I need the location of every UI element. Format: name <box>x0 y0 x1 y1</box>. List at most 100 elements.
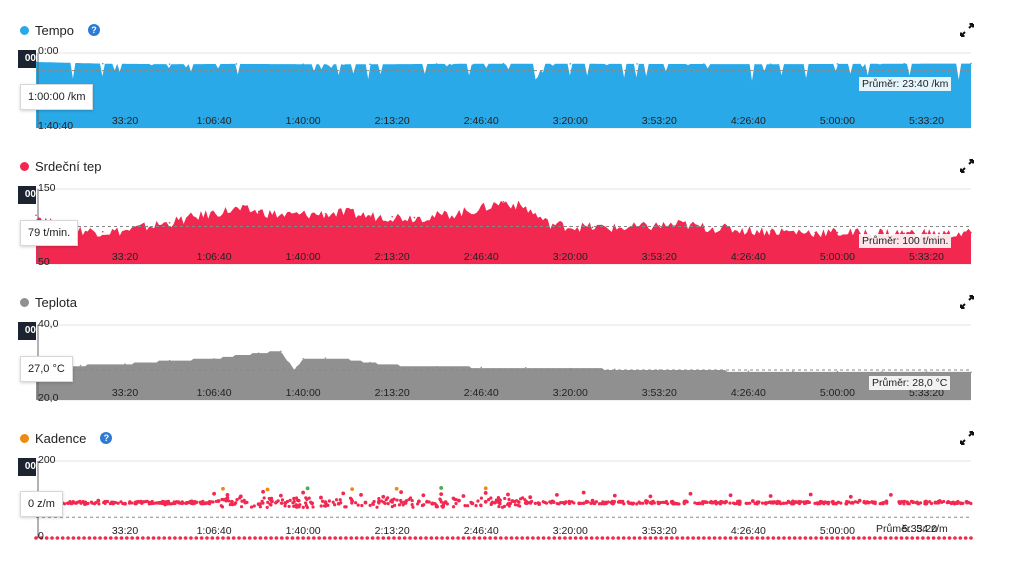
temp-x-tick-label: 2:13:20 <box>375 387 410 399</box>
cadence-point <box>399 490 403 495</box>
cadence-band-point <box>63 502 67 506</box>
hr-x-tick-label: 33:20 <box>112 251 138 263</box>
cadence-band-point <box>656 502 661 506</box>
cadence-point <box>648 494 653 499</box>
temperature-cursor-tooltip: 27,0 °C <box>20 356 73 382</box>
temperature-edge-badge: 00 <box>18 322 36 340</box>
hr-point <box>35 214 37 217</box>
cadence-baseline-point <box>525 536 530 540</box>
hr-point <box>191 216 193 219</box>
cadence-band-point <box>815 501 819 505</box>
cadence-baseline-point <box>851 536 856 540</box>
cadence-baseline-point <box>119 536 124 540</box>
cadence-baseline-point <box>579 536 583 540</box>
cadence-baseline-point <box>413 536 418 540</box>
cadence-legend-dot[interactable] <box>20 433 29 443</box>
hr-point <box>970 231 972 234</box>
cadence-band-point <box>536 501 540 505</box>
cadence-band-point <box>97 502 101 506</box>
cadence-baseline-point <box>328 536 332 540</box>
question-icon[interactable]: ? <box>100 432 113 444</box>
cadence-band-point <box>311 505 315 509</box>
cadence-baseline-point <box>873 536 877 540</box>
cadence-baseline-point <box>461 536 466 540</box>
cadence-band-point <box>292 496 296 500</box>
cadence-point <box>350 487 355 492</box>
cadence-band-point <box>224 499 228 503</box>
cadence-baseline-point <box>440 536 444 540</box>
cadence-baseline-point <box>776 536 781 540</box>
cadence-baseline-point <box>755 536 760 540</box>
cadence-band-point <box>604 501 608 506</box>
cadence-baseline-point <box>456 536 460 540</box>
cadence-baseline-point <box>905 536 909 540</box>
cadence-baseline-point <box>563 536 567 540</box>
cadence-band-point <box>331 500 335 504</box>
expand-icon[interactable] <box>960 23 974 37</box>
hr-point <box>524 206 527 209</box>
hr-x-tick-label: 2:46:40 <box>464 251 499 263</box>
cadence-band-point <box>304 501 308 505</box>
cadence-baseline-point <box>942 536 947 540</box>
temperature-chart[interactable]: 33:20 1:06:40 1:40:00 2:13:20 2:46:40 3:20:00… <box>0 292 1010 404</box>
cadence-band-point <box>71 500 75 504</box>
expand-icon[interactable] <box>960 431 974 445</box>
tempo-legend-dot[interactable] <box>20 25 29 35</box>
cadence-baseline-point <box>664 536 669 540</box>
cadence-band-point <box>292 504 296 508</box>
cadence-band-point <box>572 501 576 505</box>
cadence-baseline-point <box>680 536 685 540</box>
cadence-point <box>381 494 386 499</box>
cadence-baseline-point <box>194 536 199 540</box>
cadence-band-point <box>701 500 705 505</box>
temperature-legend-dot[interactable] <box>20 297 29 307</box>
cadence-baseline-point <box>114 536 118 540</box>
cadence-baseline-point <box>71 536 76 540</box>
cadence-baseline-point <box>883 536 888 540</box>
cadence-band-point <box>399 500 404 504</box>
hr-point <box>391 215 393 218</box>
tempo-x-tick-label: 5:33:20 <box>909 115 944 127</box>
tempo-x-tick-label: 33:20 <box>112 115 138 127</box>
tempo-y-bottom-label: 1:40:40 <box>38 120 74 132</box>
hr-point <box>881 231 883 234</box>
tempo-chart[interactable]: 33:20 1:06:40 1:40:00 2:13:20 2:46:40 3:20:00… <box>0 20 1010 132</box>
temperature-y-bottom-label: 20,0 <box>38 392 59 404</box>
tempo-panel: 33:20 1:06:40 1:40:00 2:13:20 2:46:40 3:20:00… <box>0 20 1010 156</box>
hr-point <box>435 215 438 217</box>
expand-icon[interactable] <box>960 159 974 173</box>
cadence-band-point <box>870 500 874 504</box>
cadence-band-point <box>528 500 532 504</box>
temp-point <box>168 359 171 362</box>
heart-rate-chart[interactable]: 33:20 1:06:40 1:40:00 2:13:20 2:46:40 3:20:00… <box>0 156 1010 268</box>
cadence-chart[interactable]: 33:20 1:06:40 1:40:00 2:13:20 2:46:40 3:20:00… <box>0 428 1010 543</box>
cadence-band-point <box>637 500 641 504</box>
hr-point <box>858 232 861 235</box>
cadence-baseline-point <box>808 536 813 540</box>
cadence-band-point <box>629 501 634 505</box>
cadence-band-point <box>902 502 906 506</box>
cadence-panel: 33:20 1:06:40 1:40:00 2:13:20 2:46:40 3:20:00… <box>0 428 1010 564</box>
cadence-band-point <box>397 503 402 507</box>
cadence-band-point <box>220 497 224 502</box>
cadence-band-point <box>304 504 309 508</box>
expand-icon[interactable] <box>960 295 974 309</box>
cadence-baseline-point <box>445 536 450 540</box>
cadence-band-point <box>677 502 681 506</box>
cadence-baseline-point <box>718 536 722 540</box>
question-icon[interactable]: ? <box>88 24 101 36</box>
cadence-point <box>768 494 773 498</box>
cadence-point <box>261 489 265 494</box>
cadence-band-point <box>521 496 525 500</box>
cadence-cursor-tooltip: 0 z/m <box>20 491 63 517</box>
cadence-band-point <box>310 501 314 505</box>
cadence-baseline-point <box>750 536 754 540</box>
cadence-band-point <box>445 502 449 506</box>
tempo-point <box>502 62 505 65</box>
cadence-band-point <box>433 501 437 506</box>
heart-rate-legend-dot[interactable] <box>20 161 29 171</box>
heart-rate-title: Srdeční tep <box>35 158 102 174</box>
cadence-baseline-point <box>931 536 936 540</box>
cadence-band-point <box>410 498 414 503</box>
cadence-band-point <box>265 505 269 509</box>
